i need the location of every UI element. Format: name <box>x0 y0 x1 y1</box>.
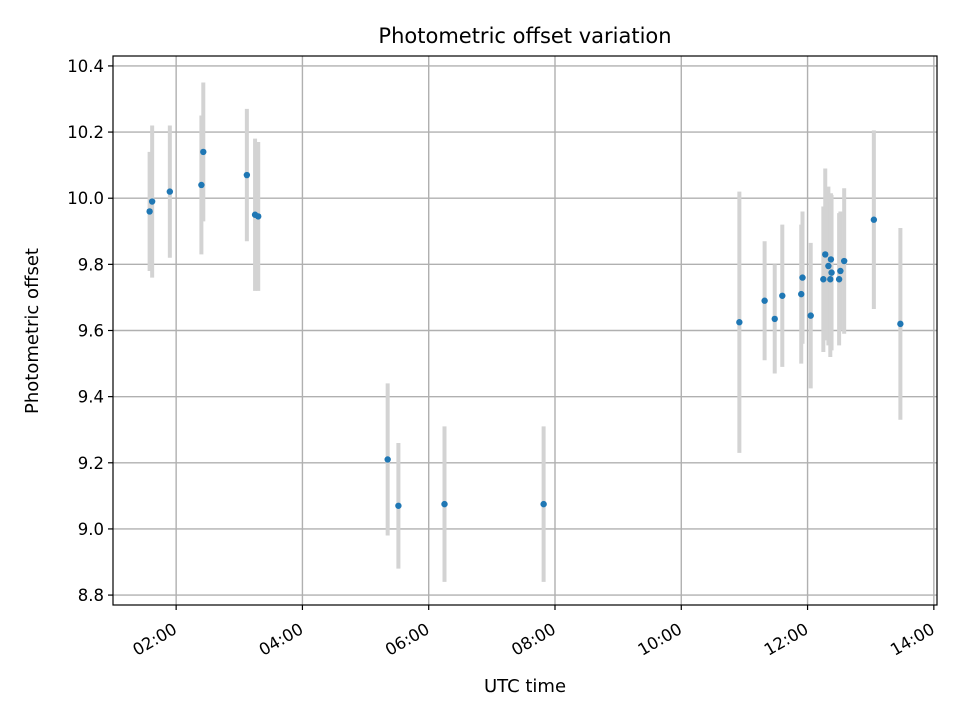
data-point <box>870 216 878 223</box>
data-point <box>837 267 844 275</box>
data-point <box>828 269 835 276</box>
data-point <box>166 188 174 195</box>
data-point <box>736 319 743 326</box>
data-point <box>822 251 829 258</box>
data-point <box>540 500 547 508</box>
data-points <box>146 148 904 509</box>
data-point <box>771 315 778 323</box>
y-axis-label: Photometric offset <box>22 248 43 414</box>
data-point <box>198 181 205 189</box>
data-point <box>255 213 262 220</box>
y-tick-label: 9.2 <box>78 454 104 473</box>
data-point <box>798 290 805 298</box>
data-point <box>825 262 832 270</box>
data-point <box>807 312 814 319</box>
data-point <box>820 276 827 283</box>
data-point <box>395 502 402 509</box>
data-point <box>761 297 768 304</box>
data-point <box>146 208 153 215</box>
data-point <box>799 274 806 281</box>
x-axis-label: UTC time <box>484 676 566 697</box>
y-tick-label: 9.6 <box>78 322 104 341</box>
data-point <box>384 456 391 463</box>
y-tick-label: 9.0 <box>78 520 104 539</box>
data-point <box>897 320 904 328</box>
data-point <box>441 500 448 508</box>
data-point <box>779 292 786 299</box>
y-axis-ticks: 8.8 9.0 9.2 9.4 9.6 9.8 10.0 10.2 10.4 <box>67 57 113 605</box>
data-point <box>835 276 843 283</box>
y-tick-label: 8.8 <box>78 586 104 605</box>
data-point <box>827 256 835 263</box>
data-point <box>827 276 834 283</box>
data-point <box>148 198 156 205</box>
y-tick-label: 9.4 <box>78 388 104 407</box>
y-tick-label: 10.0 <box>67 189 104 208</box>
chart-title: Photometric offset variation <box>378 24 671 48</box>
y-tick-label: 10.4 <box>67 57 104 76</box>
y-tick-label: 9.8 <box>78 255 104 274</box>
data-point <box>243 171 251 179</box>
data-point <box>200 148 207 156</box>
y-tick-label: 10.2 <box>67 123 104 142</box>
data-point <box>840 257 848 265</box>
